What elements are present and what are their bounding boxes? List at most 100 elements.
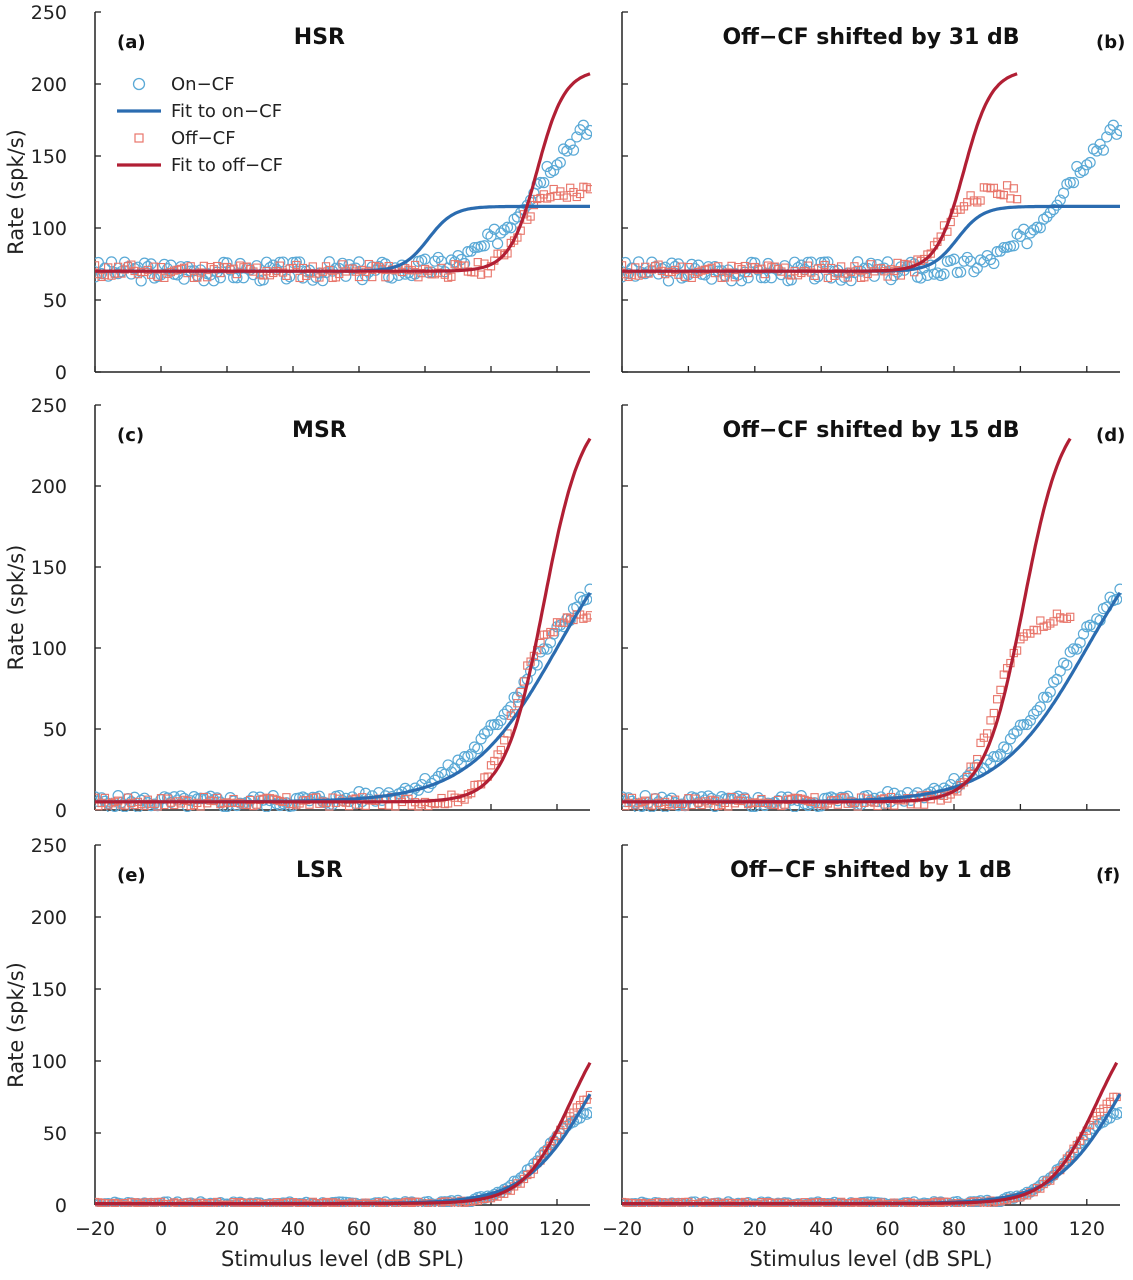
off-cf-point [1012,194,1022,204]
panel-title: MSR [292,418,347,443]
x-tick-label: −20 [602,1218,642,1240]
off-cf-point [153,272,162,281]
off-cf-point [476,270,486,279]
on-cf-point [452,754,464,766]
y-tick-label: 50 [43,290,67,312]
on-cf-point [1114,1107,1122,1119]
on-cf-point [1071,643,1083,655]
on-cf-point [988,751,1000,763]
on-cf-point [1021,238,1033,250]
on-cf-point [455,757,467,769]
legend-marker [134,133,144,143]
on-cf-point [1097,144,1110,156]
off-cf-point [989,708,998,718]
on-cf-point [1021,718,1033,731]
panel-e: 0 50 100 150 200 250 −20 0 20 40 60 80 100 120 LSR (e) R… [4,835,592,1271]
on-cf-point [581,593,592,605]
off-cf-point [976,196,985,205]
on-cf-point [1028,224,1040,236]
x-tick-label: 40 [809,1218,833,1240]
panel-f: −20 0 20 40 60 80 100 120 Off−CF shifted by 1 dB… [602,844,1122,1271]
on-cf-point [492,238,504,250]
on-cf-point [1104,591,1116,603]
x-tick-label: 100 [473,1218,509,1240]
y-axis-label: Rate (spk/s) [4,962,28,1088]
off-cf-point [730,273,740,282]
fit-off-cf-line [95,437,592,804]
on-cf-point [1038,213,1050,225]
off-cf-point [986,716,995,725]
off-cf-point [526,212,535,221]
on-cf-point [1028,708,1040,720]
x-tick-label: 80 [413,1218,437,1240]
on-cf-point [984,253,997,266]
off-cf-point [368,272,377,282]
on-cf-point [1077,628,1090,640]
y-tick-label: 200 [31,907,67,929]
plot-area [622,1061,1122,1207]
on-cf-point [742,272,754,284]
legend-fit-off-cf: Fit to off−CF [171,155,283,176]
x-tick-label: 0 [682,1218,694,1240]
on-cf-point [498,708,510,720]
on-cf-point [584,124,592,137]
on-cf-point [951,266,963,279]
on-cf-point [1097,1116,1110,1128]
y-axis-label: Rate (spk/s) [4,545,28,671]
x-tick-label: 60 [347,1218,371,1240]
on-cf-point [495,714,507,727]
on-cf-point [1114,583,1122,595]
on-cf-point [485,230,497,243]
off-cf-point [585,185,592,194]
on-cf-point [478,240,490,252]
on-cf-point [492,718,504,731]
on-cf-point [1044,686,1056,698]
panel-a: 0 50 100 150 200 250 HSR (a) Rate (spk/s) On−CF Fi… [4,2,592,384]
panel-title: LSR [296,858,343,883]
on-cf-point [574,591,586,603]
x-tick-label: 0 [155,1218,167,1240]
on-cf-point [1077,164,1090,177]
on-cf-point [991,750,1003,763]
x-tick-label: 60 [876,1218,900,1240]
on-cf-point [958,255,970,267]
off-cf-point [1002,181,1012,190]
on-cf-point [1067,643,1080,655]
on-cf-point [1024,227,1036,239]
off-cf-point [292,260,301,270]
off-cf-point [1066,612,1075,622]
on-cf-point [1081,159,1093,171]
off-cf-point [727,261,736,271]
fit-on-cf-line [622,204,1120,273]
on-cf-point [584,583,592,595]
panel-letter: (a) [117,32,146,53]
y-tick-label: 250 [31,2,67,24]
on-cf-point [1001,743,1013,755]
legend-fit-on-cf: Fit to on−CF [171,101,282,122]
on-cf-point [462,245,474,258]
on-cf-point [978,256,990,268]
off-cf-point [926,249,935,258]
panel-letter: (d) [1096,425,1125,446]
on-cf-point [429,255,441,267]
on-cf-point [462,750,474,763]
on-cf-point [1024,714,1036,727]
off-cf-point [500,736,509,745]
on-cf-point [482,228,494,240]
on-cf-point [567,144,580,156]
on-cf-point [981,250,993,262]
off-cf-point [820,260,829,270]
on-cf-point [1014,230,1027,243]
off-cf-point [993,695,1002,704]
plot-area [95,1061,592,1207]
y-tick-label: 250 [31,835,67,857]
on-cf-point [1111,128,1122,140]
x-axis-label: Stimulus level (dB SPL) [221,1247,464,1271]
on-cf-point [551,159,563,171]
on-cf-point [419,253,431,265]
on-cf-point [1031,705,1043,717]
off-cf-point [562,193,572,202]
on-cf-point [508,213,520,225]
on-cf-point [541,643,553,655]
